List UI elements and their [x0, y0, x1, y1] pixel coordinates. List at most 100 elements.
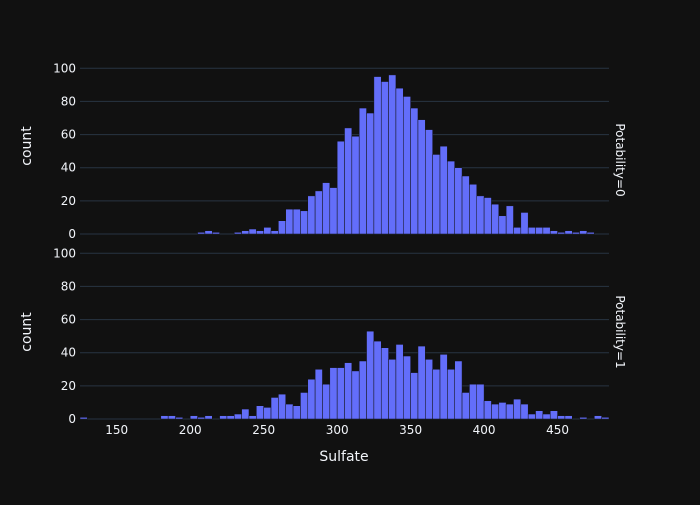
- histogram-bar: [373, 340, 382, 420]
- facet-0-y-tick-labels: 0 20 40 60 80 100: [53, 61, 76, 241]
- y-tick-label: 80: [61, 94, 76, 108]
- facet-panel-potability-1: 0 20 40 60 80 100 Potability=1: [53, 246, 627, 426]
- y-axis-title-bottom: count: [19, 312, 35, 352]
- histogram-bar: [292, 208, 301, 235]
- x-axis-tick-labels: 150 200 250 300 350 400 450: [105, 423, 569, 437]
- histogram-bar: [314, 369, 323, 420]
- histogram-bar: [520, 403, 529, 420]
- histogram-bar: [278, 393, 286, 420]
- histogram-bar: [425, 359, 433, 420]
- histogram-bar: [226, 415, 235, 420]
- histogram-bar: [329, 187, 338, 235]
- histogram-bar: [197, 232, 206, 235]
- histogram-bar: [241, 230, 250, 235]
- histogram-bar: [542, 227, 551, 235]
- histogram-bar: [417, 345, 426, 420]
- histogram-bar: [432, 154, 441, 235]
- histogram-bar: [278, 220, 286, 235]
- x-tick-label: 450: [546, 423, 569, 437]
- histogram-bar: [256, 405, 264, 420]
- histogram-bar: [300, 210, 309, 235]
- histogram-bar: [594, 415, 602, 420]
- histogram-bar: [498, 215, 507, 235]
- histogram-bar: [366, 112, 375, 235]
- histogram-bar: [204, 230, 213, 235]
- histogram-bar: [314, 190, 323, 235]
- histogram-bar: [380, 81, 389, 235]
- histogram-bar: [505, 403, 514, 420]
- histogram-bar: [498, 402, 507, 420]
- y-tick-label: 20: [61, 379, 76, 393]
- histogram-bar: [439, 145, 448, 235]
- histogram-bar: [447, 369, 455, 420]
- histogram-bar: [535, 227, 544, 235]
- histogram-bar: [263, 407, 272, 420]
- histogram-bar: [336, 140, 345, 235]
- histogram-bar: [189, 415, 198, 420]
- histogram-bar: [410, 107, 419, 235]
- y-tick-label: 60: [61, 128, 76, 142]
- histogram-bar: [469, 184, 477, 235]
- histogram-bar: [79, 417, 88, 420]
- histogram-bar: [586, 232, 595, 235]
- histogram-bar: [285, 208, 294, 235]
- histogram-bar: [292, 405, 301, 420]
- histogram-bar: [241, 408, 250, 420]
- histogram-bar: [483, 400, 492, 420]
- y-tick-label: 0: [68, 412, 76, 426]
- facet-0-bars: [197, 74, 595, 235]
- histogram-bar: [520, 212, 529, 235]
- x-tick-label: 250: [252, 423, 275, 437]
- histogram-bar: [322, 383, 331, 420]
- histogram-bar: [388, 74, 397, 235]
- histogram-bar: [461, 392, 470, 420]
- histogram-bar: [403, 355, 411, 420]
- histogram-bar: [285, 403, 294, 420]
- histogram-bar: [234, 413, 242, 420]
- histogram-bar: [388, 359, 397, 420]
- histogram-bar: [491, 203, 500, 235]
- y-tick-label: 100: [53, 246, 76, 260]
- x-tick-label: 200: [179, 423, 202, 437]
- histogram-bar: [549, 410, 558, 420]
- histogram-bar: [351, 370, 360, 420]
- histogram-bar: [527, 227, 536, 235]
- histogram-bar: [527, 413, 536, 420]
- histogram-bar: [270, 397, 279, 420]
- histogram-bar: [307, 378, 316, 420]
- y-axis-title-top: count: [19, 126, 35, 166]
- histogram-bar: [351, 135, 360, 235]
- histogram-bar: [549, 230, 558, 235]
- histogram-bar: [366, 330, 375, 420]
- histogram-bar: [454, 360, 463, 420]
- histogram-bar: [557, 415, 566, 420]
- histogram-bar: [476, 383, 485, 420]
- histogram-bar: [564, 415, 573, 420]
- histogram-bar: [380, 347, 389, 420]
- histogram-bar: [219, 415, 228, 420]
- facet-panel-potability-0: 0 20 40 60 80 100 Potability=0: [53, 61, 627, 241]
- histogram-bar: [256, 230, 264, 235]
- histogram-bar: [358, 107, 367, 235]
- x-tick-label: 400: [473, 423, 496, 437]
- histogram-bar: [410, 372, 419, 420]
- histogram-bar: [601, 417, 610, 420]
- histogram-bar: [263, 227, 272, 235]
- histogram-bar: [160, 415, 169, 420]
- histogram-bar: [234, 232, 242, 235]
- facet-label-potability-0: Potability=0: [613, 123, 627, 196]
- histogram-bar: [212, 232, 220, 235]
- histogram-bar: [454, 167, 463, 235]
- histogram-bar: [439, 354, 448, 420]
- histogram-bar: [505, 205, 514, 235]
- y-tick-label: 40: [61, 161, 76, 175]
- histogram-bar: [491, 403, 500, 420]
- histogram-bar: [417, 119, 426, 235]
- y-tick-label: 60: [61, 313, 76, 327]
- histogram-bar: [476, 195, 485, 235]
- y-tick-label: 100: [53, 61, 76, 75]
- histogram-bar: [248, 415, 257, 420]
- histogram-bar: [344, 362, 353, 420]
- histogram-bar: [197, 417, 206, 420]
